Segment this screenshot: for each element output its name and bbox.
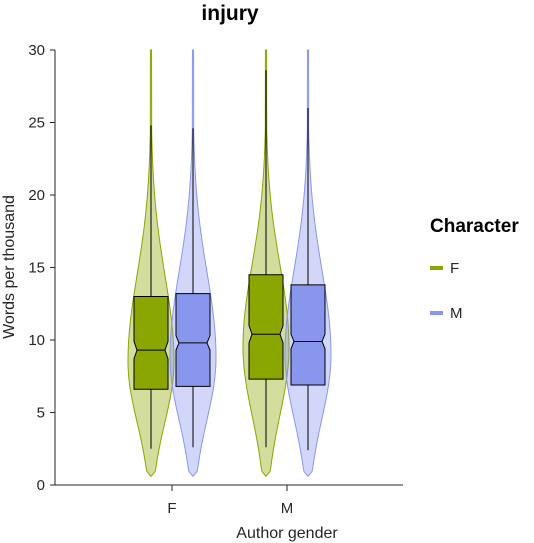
y-axis: 0 5 10 15 20 25 30 [28, 42, 55, 494]
chart-title: injury [201, 2, 258, 25]
legend-label: F [450, 260, 459, 277]
legend-swatch [430, 311, 443, 315]
box [175, 293, 211, 387]
legend-title: Character [430, 216, 519, 237]
violin-M-M [284, 49, 332, 478]
box [248, 274, 284, 380]
y-tick-label: 15 [28, 260, 45, 277]
y-tick-label: 20 [28, 187, 45, 204]
legend-swatch [430, 266, 443, 270]
y-tick-label: 25 [28, 115, 45, 132]
x-tick-label: F [167, 500, 176, 517]
x-axis-label: Author gender [236, 525, 338, 542]
box [133, 296, 169, 390]
violin-F-M [169, 49, 217, 478]
box [290, 284, 326, 386]
legend-label: M [450, 305, 463, 322]
y-tick-label: 5 [37, 405, 45, 422]
y-tick-label: 30 [28, 42, 45, 59]
violin-M-F [242, 49, 290, 478]
violin-F-F [127, 49, 175, 478]
x-tick-label: M [281, 500, 294, 517]
plot-area [127, 49, 332, 478]
y-axis-label: Words per thousand [1, 195, 18, 339]
y-tick-label: 10 [28, 332, 45, 349]
legend: Character F M [430, 216, 519, 322]
y-tick-label: 0 [37, 477, 45, 494]
